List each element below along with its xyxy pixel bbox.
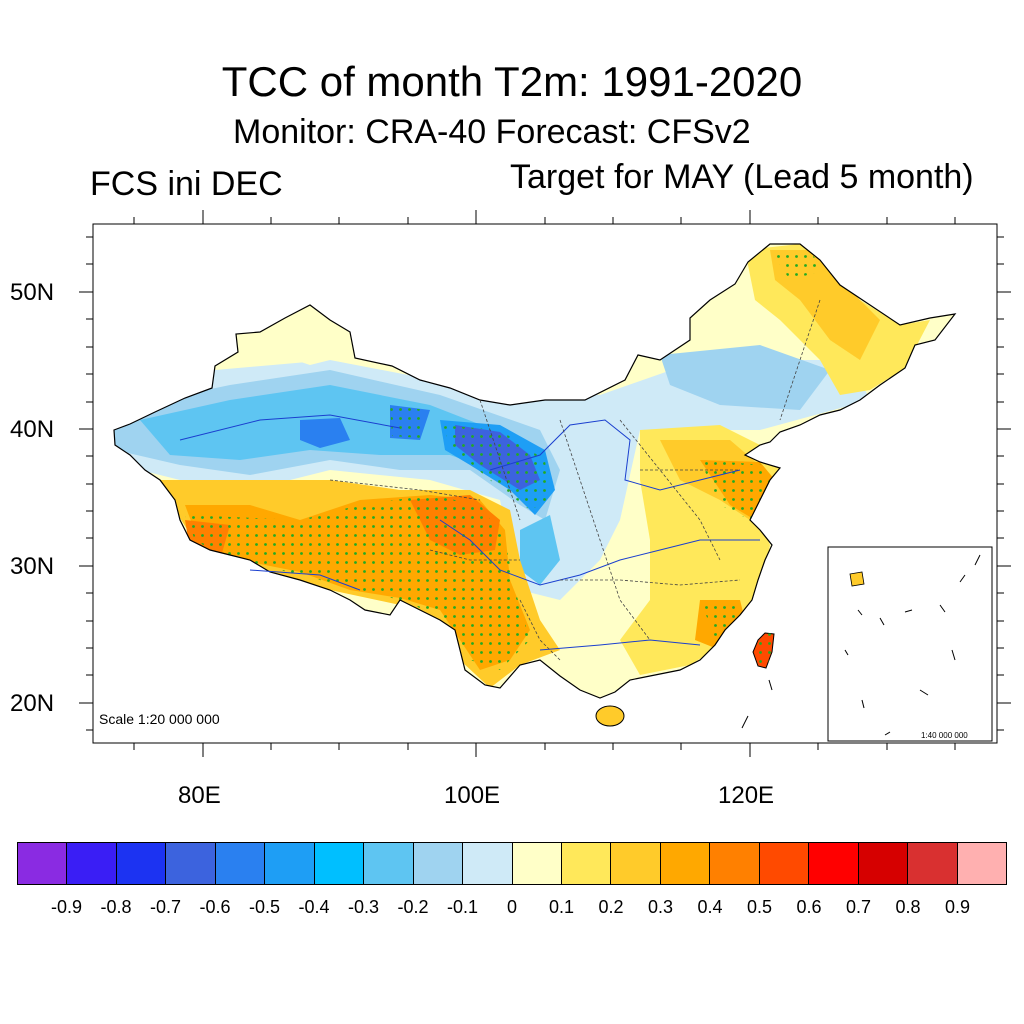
colorbar-label: 0.7 [845,897,872,917]
tcc-contours [114,244,930,688]
colorbar-label: -0.8 [100,897,132,917]
y-label-20n: 20N [10,690,55,717]
region-inner-mongolia-negative [660,345,830,410]
y-label-40n: 40N [10,416,55,443]
region-north-xinjiang-neutral [280,310,350,365]
colorbar-box [611,843,661,884]
colorbar [17,842,1007,885]
inset-dashes [844,554,981,736]
colorbar-box [18,843,68,884]
colorbar-box [413,843,464,884]
scale-label: Scale 1:20 000 000 [99,711,220,727]
chart-subtitle: Monitor: CRA-40 Forecast: CFSv2 [233,113,751,151]
colorbar-label: 0.2 [598,897,624,917]
colorbar-box [364,843,414,884]
y-label-50n: 50N [10,279,55,306]
target-label: Target for MAY (Lead 5 month) [510,158,974,196]
significance-northeast [770,250,825,280]
colorbar-label: -0.6 [199,897,231,917]
province-borders [329,299,821,661]
inset-scale-label: 1:40 000 000 [921,731,968,740]
colorbar-label: 0.5 [746,897,773,917]
colorbar-box [116,843,167,884]
colorbar-label: 0.4 [697,897,723,917]
yellow-river [489,419,741,491]
significance-southwest [185,495,530,670]
taiwan-significance [753,633,774,668]
pearl-river [539,639,701,651]
region-negative-05a [300,418,350,448]
right-ticks [997,236,1011,731]
colorbar-label: -0.1 [446,897,479,917]
forecast-init-label: FCS ini DEC [90,165,283,203]
tarim-river [179,414,401,441]
x-label-120e: 120E [718,782,775,809]
y-label-30n: 30N [10,553,55,580]
colorbar-box [957,843,1007,884]
x-label-80e: 80E [178,782,221,809]
colorbar-box [463,843,513,884]
colorbar-label: -0.4 [298,897,330,917]
colorbar-label: 0.1 [548,897,575,917]
colorbar-label: 0.8 [895,897,921,917]
colorbar-label: 0.6 [796,897,822,917]
colorbar-box [809,843,859,884]
chart-title: TCC of month T2m: 1991-2020 [221,58,803,105]
hainan-island [595,705,625,727]
colorbar-box [215,843,266,884]
yangtze-river [439,519,760,586]
top-ticks [133,210,956,224]
significance-fujian [700,600,742,645]
colorbar-label: 0.3 [647,897,674,917]
colorbar-label: -0.3 [347,897,380,917]
x-label-100e: 100E [444,782,501,809]
colorbar-box [908,843,958,884]
colorbar-box [166,843,216,884]
colorbar-box [561,843,612,884]
colorbar-label: -0.9 [50,897,83,917]
south-china-sea-dashes [741,679,773,729]
colorbar-box [858,843,909,884]
colorbar-box [710,843,760,884]
inset-hainan [849,571,865,587]
significance-shandong [700,460,770,520]
colorbar-label: -0.2 [397,897,429,917]
colorbar-box [67,843,117,884]
colorbar-label: 0 [506,897,518,917]
colorbar-box [314,843,365,884]
colorbar-box [512,843,562,884]
colorbar-box [660,843,711,884]
bottom-ticks [133,743,956,757]
colorbar-label: -0.5 [248,897,281,917]
china-outline [113,243,957,699]
colorbar-label: 0.9 [944,897,971,917]
colorbar-box [265,843,315,884]
colorbar-label: -0.7 [149,897,182,917]
colorbar-box [759,843,810,884]
left-ticks [79,236,93,731]
significance-qaidam [440,425,550,510]
yarlung-river [249,569,361,591]
region-sichuan-negative [520,515,560,585]
significance-tarim [390,405,425,438]
